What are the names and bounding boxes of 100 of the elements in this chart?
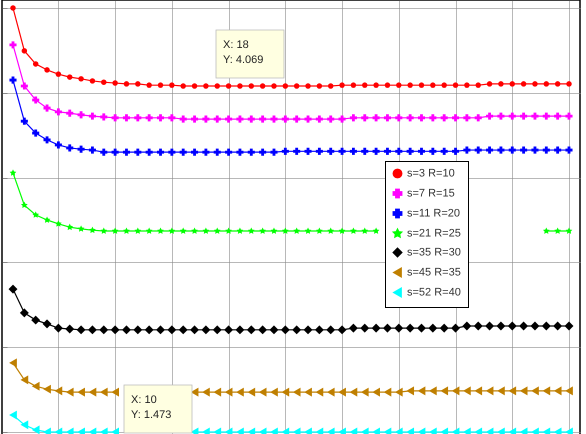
point <box>362 82 368 88</box>
point <box>135 81 141 87</box>
point <box>326 325 336 334</box>
point <box>327 116 334 123</box>
point <box>565 386 573 396</box>
point <box>20 82 28 90</box>
point <box>44 67 50 73</box>
point <box>225 148 232 156</box>
point <box>338 227 346 234</box>
point <box>8 284 18 294</box>
point <box>190 325 200 334</box>
point <box>372 388 380 397</box>
point <box>293 148 300 155</box>
point <box>282 116 289 123</box>
point <box>338 325 347 334</box>
point <box>146 148 153 156</box>
point <box>372 148 380 155</box>
point <box>180 116 187 123</box>
point <box>348 324 358 333</box>
point <box>134 227 142 234</box>
point <box>531 146 538 154</box>
point <box>463 146 470 154</box>
point <box>293 227 300 234</box>
point <box>100 227 108 234</box>
point <box>270 388 278 397</box>
point <box>32 130 40 137</box>
point <box>406 386 414 396</box>
point <box>192 83 198 89</box>
point <box>384 82 390 88</box>
point <box>20 420 28 430</box>
point <box>350 82 356 88</box>
point <box>544 81 550 87</box>
point <box>168 227 176 234</box>
point <box>236 388 244 397</box>
point <box>384 114 391 122</box>
point <box>428 386 437 396</box>
point <box>99 325 108 334</box>
point <box>212 325 222 334</box>
point <box>9 76 17 84</box>
point <box>530 322 540 330</box>
point <box>474 146 482 154</box>
point <box>54 324 63 333</box>
point <box>66 74 72 80</box>
point <box>532 81 538 87</box>
point <box>361 114 368 122</box>
point <box>508 146 516 154</box>
point <box>496 322 506 330</box>
point <box>304 148 312 155</box>
point <box>259 148 266 156</box>
point <box>55 220 62 227</box>
point <box>326 388 335 397</box>
point <box>270 148 278 156</box>
point <box>282 148 289 155</box>
point <box>474 322 483 330</box>
point <box>248 148 255 156</box>
point <box>112 80 118 86</box>
point <box>338 116 346 123</box>
point <box>122 325 131 334</box>
point <box>508 112 516 120</box>
point <box>452 148 460 155</box>
annotation: X: 10 Y: 1.473 <box>131 394 172 421</box>
point <box>78 146 85 153</box>
point <box>339 82 345 88</box>
point <box>42 319 52 328</box>
point <box>327 227 334 234</box>
point <box>258 325 268 334</box>
point <box>124 81 130 87</box>
point <box>440 148 448 155</box>
point <box>463 386 471 396</box>
point <box>440 114 448 122</box>
point <box>235 325 244 334</box>
point <box>168 148 176 156</box>
point <box>44 216 50 223</box>
point <box>100 148 108 156</box>
point <box>452 386 460 396</box>
point <box>350 227 357 234</box>
point <box>180 83 186 89</box>
point <box>201 325 210 334</box>
point <box>178 325 188 334</box>
point <box>282 227 289 234</box>
point <box>531 112 538 120</box>
point <box>372 114 380 122</box>
point <box>350 148 357 155</box>
point <box>236 148 244 156</box>
point <box>486 386 494 396</box>
point <box>418 148 426 155</box>
point <box>531 386 539 396</box>
point <box>9 41 17 48</box>
point <box>360 324 370 333</box>
point <box>101 79 107 85</box>
legend-label: s=3 R=10 <box>407 168 455 180</box>
point <box>520 81 526 87</box>
point <box>418 386 426 396</box>
point <box>248 83 254 89</box>
point <box>78 76 84 82</box>
point <box>146 82 152 88</box>
point <box>247 388 256 397</box>
point <box>281 388 290 397</box>
point <box>316 83 322 89</box>
point <box>32 61 38 67</box>
